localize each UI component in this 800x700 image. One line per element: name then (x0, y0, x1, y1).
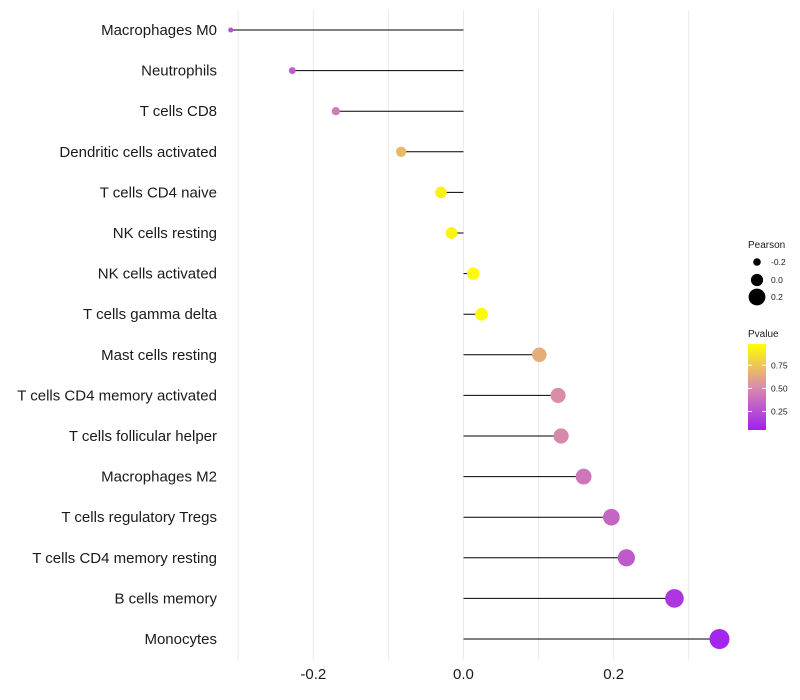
category-label: T cells regulatory Tregs (61, 509, 217, 526)
data-point (575, 468, 592, 485)
category-label: Neutrophils (141, 63, 217, 80)
category-label: T cells gamma delta (83, 306, 218, 323)
legend-size-label: 0.0 (771, 275, 783, 285)
data-point (532, 347, 547, 363)
legend-pvalue: Pvalue 0.75 0.50 0.25 (748, 329, 788, 430)
stems (230, 29, 720, 640)
data-point (553, 428, 569, 444)
category-label: T cells CD4 memory activated (17, 387, 217, 404)
category-label: T cells CD4 naive (100, 184, 217, 201)
data-point (709, 628, 730, 650)
x-axis-tick-labels: -0.2 0.0 0.2 (300, 666, 624, 683)
category-label: Macrophages M2 (101, 469, 217, 486)
category-label: Monocytes (144, 631, 217, 648)
legend-size-key (753, 258, 761, 266)
legend-pearson: Pearson -0.2 0.0 0.2 (748, 240, 786, 306)
x-tick-label: 0.2 (603, 666, 624, 683)
category-label: NK cells activated (98, 266, 217, 283)
category-label: T cells CD4 memory resting (32, 550, 217, 567)
category-label: Mast cells resting (101, 347, 217, 364)
data-point (466, 267, 480, 280)
legend-pearson-title: Pearson (748, 240, 785, 251)
category-label: Macrophages M0 (101, 22, 217, 39)
legend-size-label: -0.2 (771, 257, 786, 267)
data-point (396, 146, 407, 157)
data-point (617, 549, 635, 567)
x-tick-label: -0.2 (300, 666, 326, 683)
legend-pvalue-title: Pvalue (748, 329, 779, 340)
data-point (550, 387, 566, 403)
data-point (288, 67, 296, 75)
category-labels: Macrophages M0 Neutrophils T cells CD8 Dend… (17, 22, 217, 648)
legend-size-label: 0.2 (771, 292, 783, 302)
legend-pvalue-label: 0.50 (771, 383, 788, 393)
category-label: T cells CD8 (140, 103, 217, 120)
category-label: Dendritic cells activated (59, 144, 217, 161)
x-tick-label: 0.0 (453, 666, 474, 683)
data-point (445, 227, 458, 239)
grid (237, 10, 690, 660)
data-point (475, 307, 488, 321)
category-label: B cells memory (114, 590, 217, 607)
legend-pvalue-colorbar (748, 344, 766, 430)
legend-size-key (748, 288, 766, 306)
data-point (435, 186, 447, 199)
data-point (665, 589, 684, 608)
legend-pvalue-label: 0.75 (771, 360, 788, 370)
data-point (331, 107, 341, 116)
data-point (603, 508, 620, 526)
legend-pvalue-label: 0.25 (771, 407, 788, 417)
points (228, 27, 730, 650)
category-label: NK cells resting (113, 225, 217, 242)
data-point (228, 27, 234, 33)
category-label: T cells follicular helper (69, 428, 217, 445)
legend-size-key (750, 273, 764, 287)
